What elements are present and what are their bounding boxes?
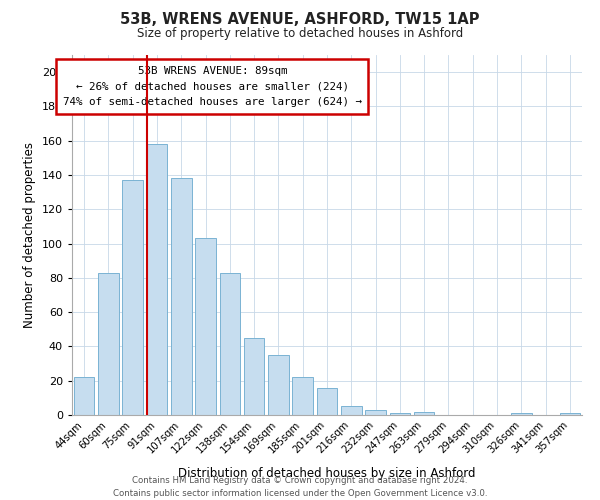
Text: Size of property relative to detached houses in Ashford: Size of property relative to detached ho…	[137, 28, 463, 40]
Bar	[195, 238, 216, 415]
Bar	[220, 272, 240, 415]
Bar	[74, 378, 94, 415]
Bar	[98, 272, 119, 415]
Bar	[122, 180, 143, 415]
Bar	[244, 338, 265, 415]
Bar	[560, 414, 580, 415]
Bar	[511, 414, 532, 415]
Bar	[268, 355, 289, 415]
Bar	[146, 144, 167, 415]
Text: 53B, WRENS AVENUE, ASHFORD, TW15 1AP: 53B, WRENS AVENUE, ASHFORD, TW15 1AP	[120, 12, 480, 28]
Bar	[171, 178, 191, 415]
Bar	[341, 406, 362, 415]
Text: Contains HM Land Registry data © Crown copyright and database right 2024.
Contai: Contains HM Land Registry data © Crown c…	[113, 476, 487, 498]
Bar	[292, 378, 313, 415]
Bar	[365, 410, 386, 415]
Text: 53B WRENS AVENUE: 89sqm
← 26% of detached houses are smaller (224)
74% of semi-d: 53B WRENS AVENUE: 89sqm ← 26% of detache…	[63, 66, 362, 107]
Bar	[389, 414, 410, 415]
Y-axis label: Number of detached properties: Number of detached properties	[23, 142, 36, 328]
Bar	[317, 388, 337, 415]
Bar	[414, 412, 434, 415]
X-axis label: Distribution of detached houses by size in Ashford: Distribution of detached houses by size …	[178, 466, 476, 479]
